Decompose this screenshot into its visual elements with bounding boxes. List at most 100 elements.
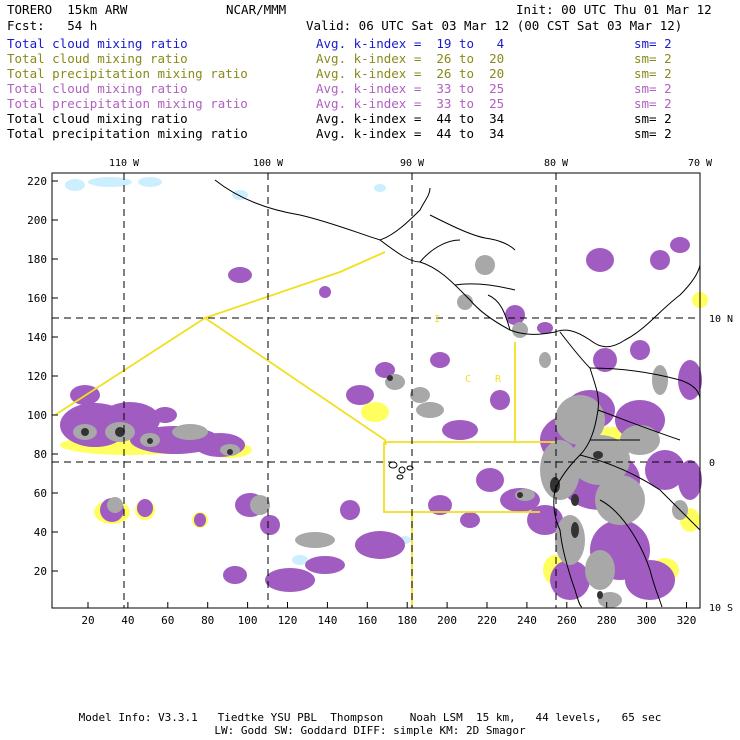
x-tick-label: 160 [357,614,377,625]
cloud-purple [375,362,395,378]
legend-row: Total precipitation mixing ratio Avg. k-i… [7,96,737,111]
cloud-purple [670,237,690,253]
legend-kindex: Avg. k-index = 26 to 20 [316,66,505,81]
legend-row: Total cloud mixing ratio Avg. k-index = 2… [7,51,737,66]
y-tick-label: 140 [27,331,47,344]
cloud-purple [355,531,405,559]
cloud-purple [550,560,590,600]
legend-kindex: Avg. k-index = 33 to 25 [316,96,505,111]
region-label: I [434,314,440,325]
x-tick-label: 240 [517,614,537,625]
cloud-core [115,427,125,437]
valid-time: Valid: 06 UTC Sat 03 Mar 12 (00 CST Sat … [306,18,683,33]
cloud-gray [570,435,630,485]
y-tick-label: 20 [34,565,47,578]
cloud-core [517,492,523,498]
legend-field: Total cloud mixing ratio [7,111,188,126]
legend-smoothing: sm= 2 [634,111,672,126]
cloud-gray [107,497,123,513]
cloud-gray [410,387,430,403]
longitude-label: 80 W [544,158,569,169]
legend-row: Total cloud mixing ratio Avg. k-index = 4… [7,111,737,126]
cloud-purple [630,340,650,360]
cloud-gray [539,352,551,368]
x-tick-label: 100 [238,614,258,625]
region-label: R [495,374,502,385]
longitude-label: 100 W [253,158,284,169]
cloud-fields [60,177,708,608]
legend-smoothing: sm= 2 [634,51,672,66]
longitude-label: 110 W [109,158,140,169]
legend-field: Total precipitation mixing ratio [7,66,248,81]
legend-smoothing: sm= 2 [634,126,672,141]
longitude-label: 70 W [688,158,713,169]
legend-kindex: Avg. k-index = 19 to 4 [316,36,505,51]
cloud-gray [475,255,495,275]
y-tick-label: 80 [34,448,47,461]
cloud-gray [652,365,668,395]
cloud-purple [650,250,670,270]
legend-kindex: Avg. k-index = 44 to 34 [316,111,505,126]
cloud-purple [223,566,247,584]
cloud-purple [428,495,452,515]
cloud-purple [265,568,315,592]
cloud-purple [228,267,252,283]
longitude-labels: 110 W 100 W 90 W 80 W 70 W [109,158,713,169]
y-tick-label: 120 [27,370,47,383]
cloud-purple [476,468,504,492]
legend-kindex: Avg. k-index = 33 to 25 [316,81,505,96]
y-tick-label: 60 [34,487,47,500]
legend-kindex: Avg. k-index = 26 to 20 [316,51,505,66]
coastlines [214,179,701,608]
cloud-core [147,438,153,444]
x-tick-label: 300 [637,614,657,625]
legend-smoothing: sm= 2 [634,81,672,96]
x-tick-label: 320 [677,614,697,625]
cloud-core [227,449,233,455]
cloud-core [550,477,560,493]
cloud-gray [555,515,585,565]
cloud-core [597,591,603,599]
cloud-cyan [138,177,162,187]
init-time: Init: 00 UTC Thu 01 Mar 12 [516,2,712,17]
cloud-purple [678,460,702,500]
cloud-cyan [292,555,308,565]
legend-field: Total cloud mixing ratio [7,51,188,66]
legend-row: Total precipitation mixing ratio Avg. k-i… [7,66,737,81]
latitude-label: 10 N [709,314,733,325]
legend-field: Total precipitation mixing ratio [7,96,248,111]
cloud-cyan [88,177,132,187]
galapagos-islands [388,461,414,480]
cloud-purple [430,352,450,368]
cloud-purple [346,385,374,405]
legend-row: Total cloud mixing ratio Avg. k-index = 3… [7,81,737,96]
cloud-gray [457,294,473,310]
cloud-purple [625,560,675,600]
y-tick-label: 100 [27,409,47,422]
legend-smoothing: sm= 2 [634,96,672,111]
cloud-purple [586,248,614,272]
cloud-cyan [374,184,386,192]
cloud-core [81,428,89,436]
x-tick-label: 280 [597,614,617,625]
legend-field: Total cloud mixing ratio [7,36,188,51]
x-tick-label: 200 [437,614,457,625]
x-tick-label: 40 [121,614,134,625]
x-tick-label: 180 [397,614,417,625]
grid-lines [52,173,700,608]
cloud-gray [416,402,444,418]
cloud-core [387,375,393,381]
cloud-core [571,494,579,506]
cloud-purple [194,513,206,527]
cloud-purple [537,322,553,334]
legend-kindex: Avg. k-index = 44 to 34 [316,126,505,141]
cloud-purple [593,348,617,372]
map: 220 200 180 160 140 120 100 80 60 40 20 20 40 60 80 10… [27,158,733,625]
latitude-labels: 10 N 0 10 S [709,314,733,614]
cloud-yellow [361,402,389,422]
cloud-gray [250,495,270,515]
cloud-purple [260,515,280,535]
cloud-purple [340,500,360,520]
cloud-core [571,522,579,538]
x-tick-label: 220 [477,614,497,625]
